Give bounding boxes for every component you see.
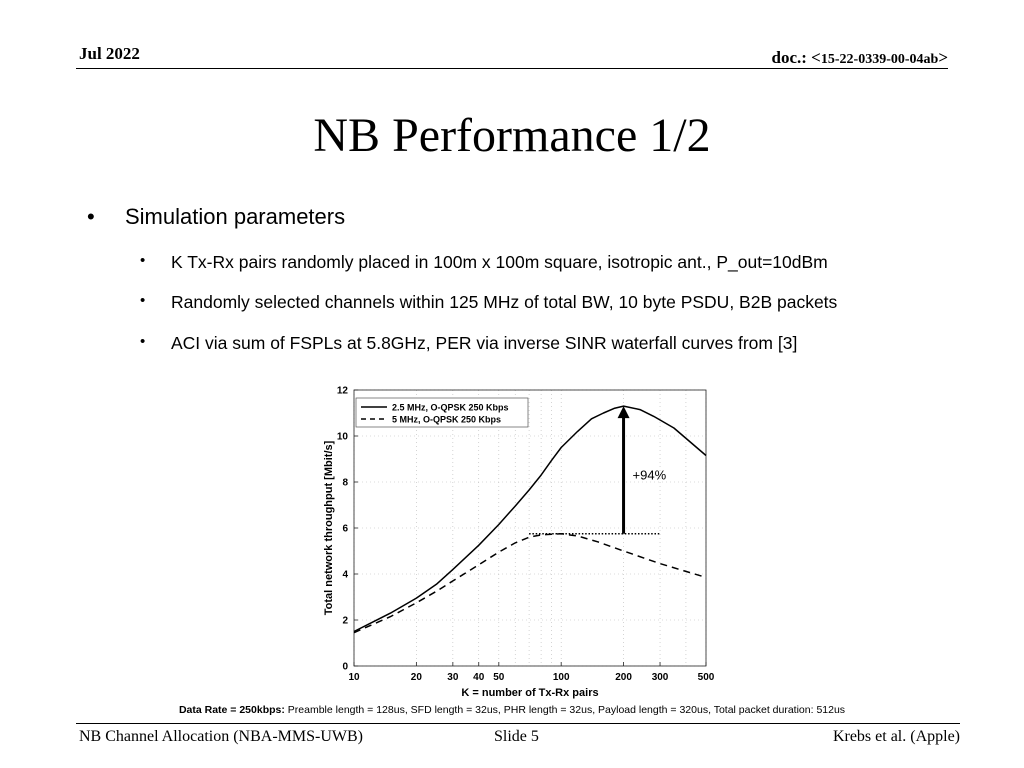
y-tick-label: 2 (342, 616, 348, 627)
x-tick-label: 10 (348, 672, 360, 683)
sub-bullet-text: ACI via sum of FSPLs at 5.8GHz, PER via … (171, 333, 798, 353)
x-tick-label: 40 (473, 672, 485, 683)
x-tick-label: 500 (698, 672, 715, 683)
header-divider (76, 68, 948, 69)
series-line-2 (353, 533, 707, 634)
bullet-dot: • (140, 252, 146, 269)
x-axis-label: K = number of Tx-Rx pairs (461, 687, 598, 699)
legend-label-1: 2.5 MHz, O-QPSK 250 Kbps (392, 403, 509, 413)
sub-bullet-text: K Tx-Rx pairs randomly placed in 100m x … (171, 252, 828, 272)
annotation-arrow-head (617, 406, 630, 419)
y-tick-label: 4 (342, 570, 348, 581)
x-tick-label: 200 (615, 672, 632, 683)
footer-right: Krebs et al. (Apple) (832, 728, 960, 745)
slide-title: NB Performance 1/2 (313, 109, 711, 162)
y-tick-label: 8 (342, 478, 348, 489)
throughput-chart: 10 20 30 40 50 100 200 300 500 0 2 4 6 8 10 12 K = numbe… (318, 380, 718, 702)
header-date: Jul 2022 (79, 44, 140, 63)
y-tick-label: 12 (337, 386, 349, 397)
footer-divider (76, 723, 960, 724)
footnote: Data Rate = 250kbps: Preamble length = 1… (0, 704, 1024, 716)
bullet-dot: • (87, 204, 95, 229)
y-axis-label: Total network throughput [Mbit/s] (323, 440, 335, 615)
sub-bullet-text: Randomly selected channels within 125 MH… (171, 292, 838, 312)
annotation-label: +94% (633, 468, 667, 483)
footnote-text: Preamble length = 128us, SFD length = 32… (284, 704, 846, 716)
x-tick-label: 50 (493, 672, 505, 683)
footnote-bold: Data Rate = 250kbps: (178, 704, 285, 716)
doc-prefix: doc.: < (771, 48, 821, 67)
legend-box (355, 397, 529, 428)
x-tick-label: 30 (447, 672, 459, 683)
footer-left: NB Channel Allocation (NBA-MMS-UWB) (79, 728, 363, 745)
doc-suffix: > (938, 48, 948, 67)
x-tick-label: 20 (411, 672, 423, 683)
bullet-dot: • (140, 333, 146, 350)
header-doc-id: doc.: <15-22-0339-00-04ab> (772, 48, 948, 68)
x-tick-label: 300 (652, 672, 669, 683)
bullet-dot: • (140, 292, 146, 309)
bullet-text: Simulation parameters (125, 204, 346, 229)
series-line-1 (353, 405, 707, 633)
x-tick-label: 100 (553, 672, 570, 683)
doc-number: 15-22-0339-00-04ab (820, 52, 939, 67)
y-tick-label: 6 (342, 524, 348, 535)
throughput-chart-svg: 10 20 30 40 50 100 200 300 500 0 2 4 6 8 10 12 K = numbe… (323, 386, 715, 700)
footer-slide-number: Slide 5 (494, 728, 539, 745)
y-tick-label: 10 (337, 432, 349, 443)
y-tick-label: 0 (342, 662, 348, 673)
legend-label-2: 5 MHz, O-QPSK 250 Kbps (392, 415, 501, 425)
